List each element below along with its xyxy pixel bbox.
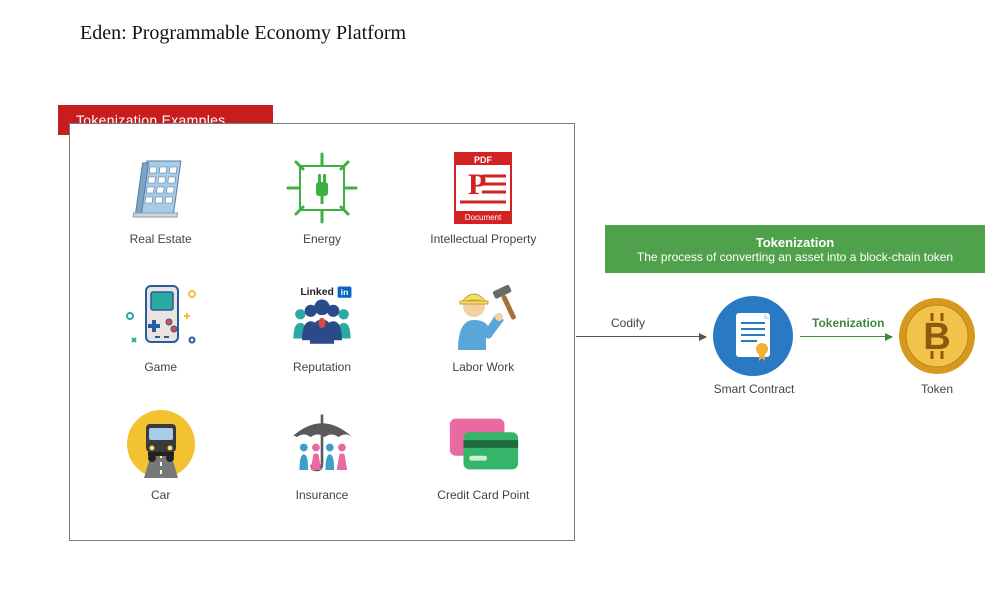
linkedin-in: in <box>341 287 349 297</box>
cell-reputation: Linked in <box>241 274 402 402</box>
credit-card-icon <box>444 408 522 480</box>
gameboy-icon <box>122 280 200 352</box>
arrow-codify <box>576 336 706 337</box>
cell-credit: Credit Card Point <box>403 402 564 530</box>
pdf-document-icon: PDF P Document <box>444 152 522 224</box>
cell-label: Real Estate <box>130 232 192 247</box>
hammer-worker-icon <box>444 280 522 352</box>
arrow-tokenize <box>800 336 892 337</box>
umbrella-people-icon <box>283 408 361 480</box>
cell-real-estate: Real Estate <box>80 146 241 274</box>
examples-grid: Real Estate <box>70 124 574 540</box>
pdf-badge-text: PDF <box>474 155 493 165</box>
tokenization-title: Tokenization <box>756 235 834 250</box>
pdf-footer-text: Document <box>465 213 502 222</box>
tokenization-banner: Tokenization The process of converting a… <box>605 225 985 273</box>
cell-label: Car <box>151 488 170 503</box>
page-root: Eden: Programmable Economy Platform Toke… <box>0 0 1001 603</box>
cell-label: Insurance <box>296 488 349 503</box>
tokenization-arrow-label: Tokenization <box>812 316 884 330</box>
cell-game: Game <box>80 274 241 402</box>
linkedin-people-icon: Linked in <box>283 280 361 352</box>
smart-contract-label: Smart Contract <box>700 382 808 396</box>
cell-ip: PDF P Document Intellectual Property <box>403 146 564 274</box>
energy-icon <box>283 152 361 224</box>
cell-label: Game <box>144 360 177 375</box>
cell-insurance: Insurance <box>241 402 402 530</box>
page-title: Eden: Programmable Economy Platform <box>80 22 406 45</box>
cell-label: Credit Card Point <box>437 488 529 503</box>
bitcoin-coin-icon: B <box>898 297 976 375</box>
svg-text:B: B <box>923 316 950 358</box>
building-icon <box>122 152 200 224</box>
contract-document-icon <box>712 295 794 377</box>
codify-label: Codify <box>611 316 645 330</box>
examples-panel: Real Estate <box>69 123 575 541</box>
car-icon <box>122 408 200 480</box>
linkedin-word: Linked <box>300 287 334 298</box>
cell-label: Labor Work <box>452 360 514 375</box>
cell-label: Intellectual Property <box>430 232 536 247</box>
cell-label: Reputation <box>293 360 351 375</box>
cell-label: Energy <box>303 232 341 247</box>
cell-labor: Labor Work <box>403 274 564 402</box>
tokenization-subtitle: The process of converting an asset into … <box>637 250 953 264</box>
cell-car: Car <box>80 402 241 530</box>
token-label: Token <box>898 382 976 396</box>
cell-energy: Energy <box>241 146 402 274</box>
